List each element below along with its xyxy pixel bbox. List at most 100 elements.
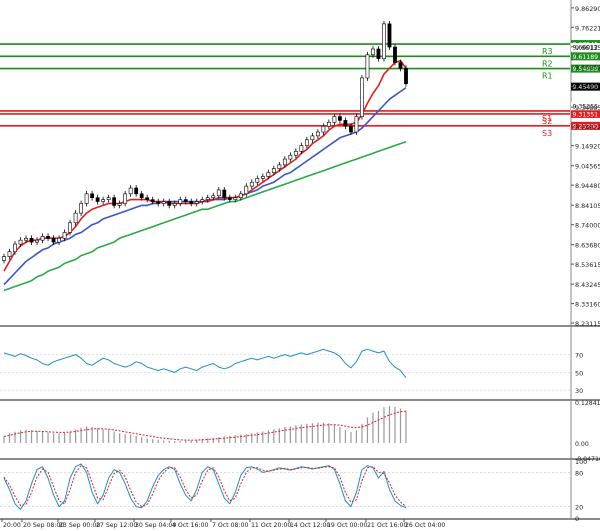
candle [35,239,39,243]
extra-tag-bg [571,102,600,111]
candle [13,243,17,253]
level-tag: 9.61189 [573,54,599,61]
extra-tag: 9.66012 [573,45,599,52]
candle [7,251,12,257]
candle [349,125,353,133]
candle [51,237,56,243]
candle [282,158,287,166]
osc1-tick-label: 30 [575,387,583,395]
price-tick-label: 8.33160 [575,301,600,309]
price-tick-label: 9.86290 [575,5,600,13]
price-tick-label: 9.66135 [575,44,600,52]
candle [18,239,23,245]
osc2-tick-label: 0.00 [575,441,589,448]
x-tick-label: 19 Oct 00:00 [327,522,367,529]
x-tick-label: 23 Sep 00:00 [59,522,100,529]
candle [371,48,375,56]
level-tag-bg [571,109,600,118]
candle [79,203,83,214]
candle [299,145,304,152]
x-tick-label: 30 Sep 04:00 [135,522,176,529]
candle [178,199,183,204]
candle [123,193,128,204]
price-tick-label: 9.45490 [575,84,600,92]
candle [101,199,106,202]
candle [139,193,144,198]
candle [167,201,172,206]
osc2-tick-label: -0.047167 [575,456,600,463]
extra-tag-bg [571,43,600,52]
price-tick-label: 8.23115 [575,320,600,328]
price-levels: R39.67540R29.61189R19.54838S19.32902S29.… [0,40,600,138]
candle [382,23,386,59]
ma-green-line [3,140,407,292]
candle [211,195,216,198]
level-label-s1: S1 [542,114,552,123]
candle [205,197,210,200]
candle [338,116,342,121]
candle [134,187,139,195]
osc3-tick-label: 100 [575,458,587,466]
candle [227,197,232,200]
x-tick-label: 14 Oct 12:00 [290,522,330,529]
candle [360,77,364,117]
x-tick-label: 11 Oct 20:00 [251,522,291,529]
osc1-tick-label: 50 [575,369,583,377]
candle [310,135,315,141]
candle [150,199,155,202]
candle [321,125,326,133]
candle [304,139,309,146]
candle [161,201,166,204]
level-label-s3: S3 [542,129,552,138]
candle [2,256,6,261]
price-tick-label: 8.53615 [575,261,600,269]
extra-tag: 9.35355 [573,104,599,111]
candle [216,189,221,197]
osc1-line [3,348,407,379]
candle [95,197,100,202]
candle [183,199,188,202]
x-tick-label: 20 Sep 08:00 [23,522,64,529]
price-tick-label: 8.94480 [575,182,600,190]
candle [315,131,320,137]
candle [189,201,194,204]
osc2-tick-label: 0.128413 [575,400,600,407]
candle [244,185,249,195]
candle [288,154,293,160]
price-tick-label: 9.76221 [575,24,600,32]
x-tick-label: 26 Oct 04:00 [405,522,445,529]
level-tag: 9.54838 [573,66,599,73]
candle [387,23,392,48]
candle [29,237,34,243]
candle [112,197,117,206]
candle [233,197,238,200]
level-tag: 9.25200 [573,123,599,130]
candle [106,197,111,200]
candle [277,164,282,170]
level-label-r2: R2 [542,59,553,68]
x-tick-label: 21 Oct 16:00 [367,522,407,529]
candle [404,67,408,85]
osc3-tick-label: 0 [575,515,579,523]
candle [40,236,45,241]
x-tick-label: 7 Oct 08:00 [212,522,248,529]
level-label-s2: S2 [542,117,552,126]
level-label-r3: R3 [542,47,553,56]
candle [255,178,260,183]
candle [293,151,298,156]
candle [128,187,133,195]
level-tag-bg [571,52,600,61]
x-tick-label: 27 Sep 12:00 [96,522,137,529]
price-tick-label: 8.74000 [575,222,600,230]
candle [266,172,271,177]
candle [24,237,28,241]
price-candles [2,20,408,264]
current-price-tag-bg [571,82,600,91]
price-tick-label: 8.63680 [575,242,600,250]
candle [156,201,161,204]
candle [327,122,331,127]
candle [172,203,177,206]
level-tag-bg [571,121,600,130]
price-tick-label: 9.14920 [575,143,600,151]
